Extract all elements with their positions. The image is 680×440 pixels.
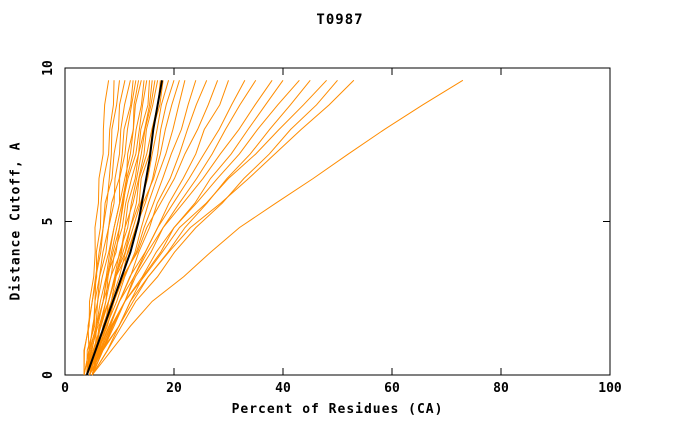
model-series-line bbox=[91, 79, 464, 376]
model-series-line bbox=[89, 79, 355, 376]
model-series-line bbox=[91, 79, 338, 376]
model-series-line bbox=[83, 80, 110, 376]
model-series-line bbox=[86, 80, 142, 376]
model-series-line bbox=[86, 79, 273, 376]
model-series-line bbox=[91, 79, 284, 376]
x-tick-label: 100 bbox=[598, 381, 622, 396]
model-series-line bbox=[91, 80, 186, 376]
model-series-line bbox=[86, 80, 148, 376]
model-series-line bbox=[89, 80, 197, 376]
y-tick-label: 0 bbox=[41, 371, 56, 379]
y-axis-label: Distance Cutoff, A bbox=[8, 141, 24, 301]
x-tick-label: 20 bbox=[166, 381, 182, 396]
x-tick-label: 0 bbox=[61, 381, 69, 396]
model-series-line bbox=[83, 80, 126, 376]
model-series-line bbox=[86, 79, 327, 376]
model-series-line bbox=[83, 80, 134, 376]
x-tick-label: 60 bbox=[384, 381, 400, 396]
y-tick-label: 5 bbox=[41, 218, 56, 226]
x-tick-label: 40 bbox=[275, 381, 291, 396]
model-series-line bbox=[89, 80, 246, 376]
chart-title: T0987 bbox=[316, 12, 364, 28]
model-series-line bbox=[89, 79, 300, 376]
model-series-line bbox=[83, 80, 115, 376]
model-series-line bbox=[86, 80, 219, 376]
model-series-line bbox=[86, 80, 180, 376]
reference-series-line bbox=[85, 80, 163, 376]
y-tick-label: 10 bbox=[41, 60, 56, 76]
x-tick-label: 80 bbox=[493, 381, 509, 396]
model-series-line bbox=[89, 80, 170, 376]
x-axis-label: Percent of Residues (CA) bbox=[231, 402, 444, 417]
